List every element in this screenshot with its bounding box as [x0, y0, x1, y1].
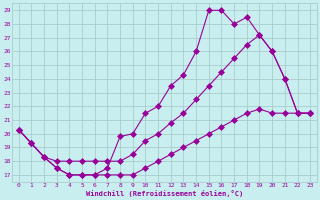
X-axis label: Windchill (Refroidissement éolien,°C): Windchill (Refroidissement éolien,°C)	[86, 190, 243, 197]
